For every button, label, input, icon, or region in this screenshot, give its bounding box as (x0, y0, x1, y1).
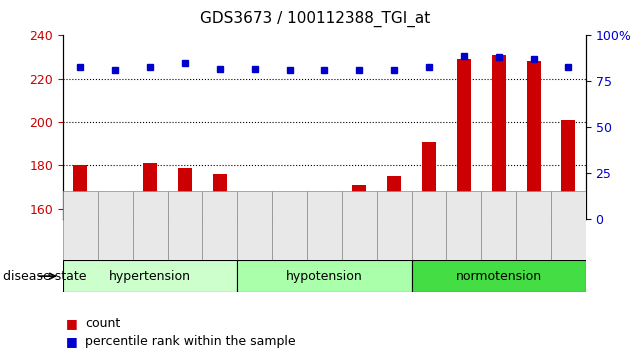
Bar (387, 176, 401, 219)
Bar (551, 191, 586, 260)
Bar (411, 191, 447, 260)
Bar (318, 200, 331, 219)
Bar (238, 260, 411, 292)
Bar (481, 191, 516, 260)
Text: normotension: normotension (455, 270, 542, 282)
Text: count: count (85, 318, 120, 330)
Bar (178, 167, 192, 219)
Bar (307, 191, 342, 260)
Bar (342, 191, 377, 260)
Text: hypotension: hypotension (286, 270, 363, 282)
Bar (202, 191, 238, 260)
Bar (377, 191, 411, 260)
Bar (248, 196, 261, 219)
Bar (143, 163, 157, 219)
Bar (283, 202, 297, 219)
Bar (238, 191, 272, 260)
Text: GDS3673 / 100112388_TGI_at: GDS3673 / 100112388_TGI_at (200, 11, 430, 27)
Bar (447, 191, 481, 260)
Text: hypertension: hypertension (109, 270, 191, 282)
Bar (63, 260, 238, 292)
Bar (108, 202, 122, 219)
Bar (133, 191, 168, 260)
Bar (422, 142, 436, 219)
Bar (168, 191, 202, 260)
Bar (492, 55, 506, 219)
Bar (411, 260, 586, 292)
Bar (352, 185, 366, 219)
Text: ■: ■ (66, 318, 78, 330)
Text: ■: ■ (66, 335, 78, 348)
Bar (561, 120, 575, 219)
Text: percentile rank within the sample: percentile rank within the sample (85, 335, 295, 348)
Bar (527, 61, 541, 219)
Bar (272, 191, 307, 260)
Bar (213, 174, 227, 219)
Bar (516, 191, 551, 260)
Bar (457, 59, 471, 219)
Text: disease state: disease state (3, 270, 87, 282)
Bar (98, 191, 133, 260)
Bar (74, 165, 88, 219)
Bar (63, 191, 98, 260)
